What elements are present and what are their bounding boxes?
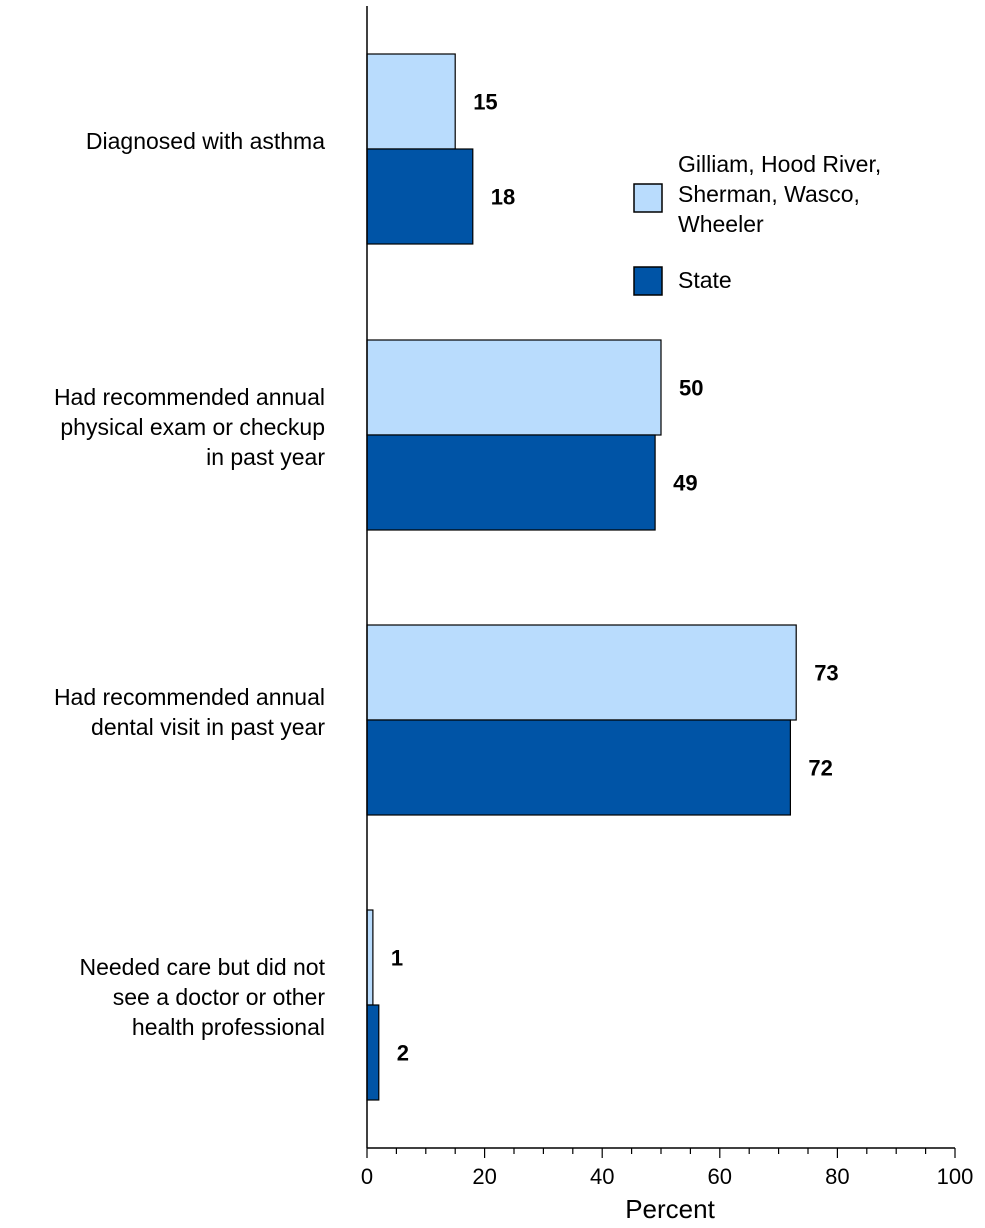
bar-state-1 xyxy=(366,434,656,531)
value-label-state-3: 2 xyxy=(397,1041,409,1066)
legend-label-line: Sherman, Wasco, xyxy=(678,181,860,207)
category-label-line: health professional xyxy=(132,1014,325,1040)
x-tick-label-40: 40 xyxy=(590,1164,614,1189)
value-label-region-2: 73 xyxy=(814,661,838,686)
category-label-3: Needed care but did not see a doctor or o… xyxy=(79,954,325,1040)
legend-swatch-region xyxy=(633,183,663,213)
category-label-line: physical exam or checkup xyxy=(60,414,325,440)
category-label-line: Had recommended annual xyxy=(54,684,325,710)
value-label-state-0: 18 xyxy=(491,185,515,210)
category-label-line: Needed care but did not xyxy=(79,954,325,980)
category-label-0: Diagnosed with asthma xyxy=(86,128,325,154)
bar-region-3 xyxy=(366,909,374,1006)
legend: Gilliam, Hood River, Sherman, Wasco, Wheel… xyxy=(633,151,881,296)
category-label-line: dental visit in past year xyxy=(91,714,325,740)
category-label-line: Had recommended annual xyxy=(54,384,325,410)
x-tick-label-100: 100 xyxy=(937,1164,974,1189)
category-label-line: see a doctor or other xyxy=(113,984,326,1010)
bar-state-2 xyxy=(366,719,791,816)
value-labels: 15 18 50 49 73 72 1 2 xyxy=(391,90,839,1066)
bar-region-0 xyxy=(366,53,456,150)
bar-region-2 xyxy=(366,624,797,721)
legend-label-line: Gilliam, Hood River, xyxy=(678,151,881,177)
value-label-state-2: 72 xyxy=(808,756,832,781)
x-tick-label-20: 20 xyxy=(472,1164,496,1189)
bar-state-0 xyxy=(366,148,474,245)
category-label-line: in past year xyxy=(206,444,325,470)
value-label-state-1: 49 xyxy=(673,471,697,496)
value-label-region-3: 1 xyxy=(391,946,403,971)
category-label-1: Had recommended annual physical exam or c… xyxy=(54,384,325,470)
value-label-region-1: 50 xyxy=(679,376,703,401)
x-tick-label-80: 80 xyxy=(825,1164,849,1189)
bars xyxy=(366,53,797,1101)
legend-label-line: State xyxy=(678,267,732,293)
category-label-2: Had recommended annual dental visit in pa… xyxy=(54,684,325,740)
category-label-line: Diagnosed with asthma xyxy=(86,128,325,154)
bar-state-3 xyxy=(366,1004,380,1101)
legend-label-state: State xyxy=(678,267,732,293)
legend-label-line: Wheeler xyxy=(678,211,764,237)
value-label-region-0: 15 xyxy=(473,90,497,115)
x-ticks: 0 20 40 60 80 100 xyxy=(361,1148,973,1189)
legend-swatch-state xyxy=(633,266,663,296)
legend-label-region: Gilliam, Hood River, Sherman, Wasco, Wheel… xyxy=(678,151,881,237)
x-axis-label: Percent xyxy=(625,1194,715,1224)
x-tick-label-0: 0 xyxy=(361,1164,373,1189)
bar-region-1 xyxy=(366,339,662,436)
x-tick-label-60: 60 xyxy=(708,1164,732,1189)
category-labels: Diagnosed with asthma Had recommended ann… xyxy=(54,128,326,1040)
